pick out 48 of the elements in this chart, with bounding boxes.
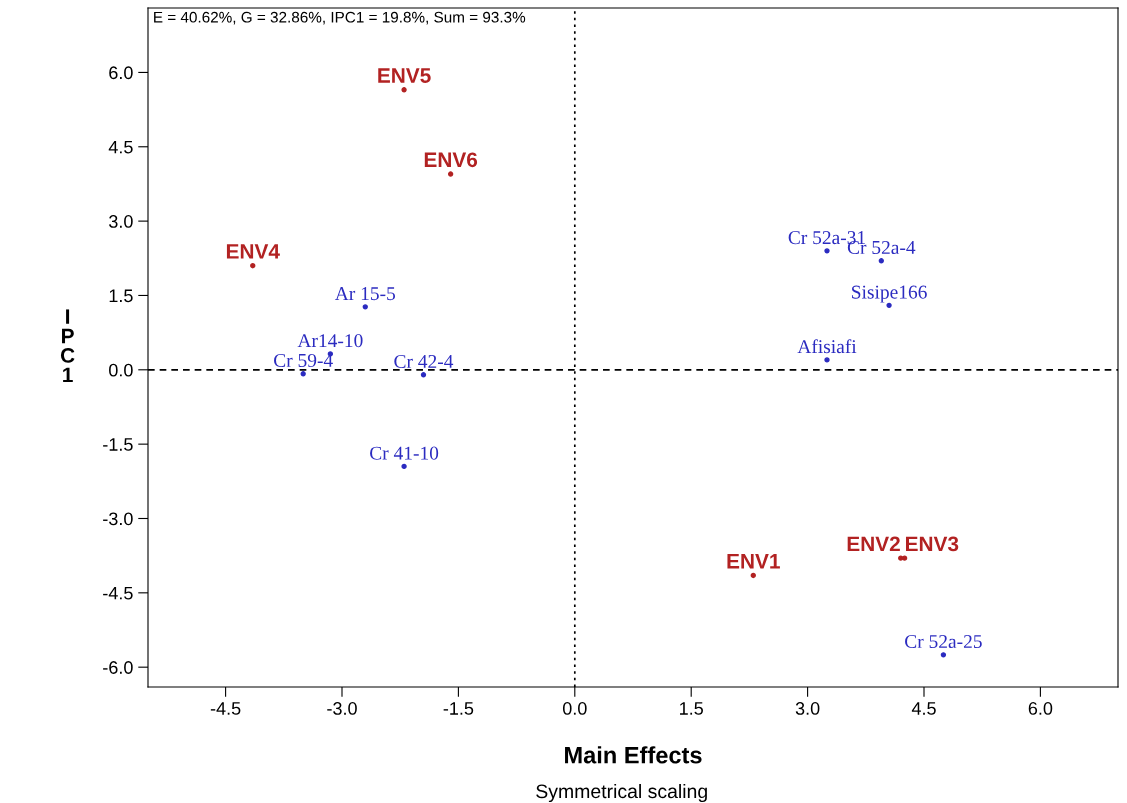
data-label: Sisipe166: [852, 285, 927, 303]
data-label: ENV4: [226, 244, 280, 259]
data-label: Ar14-10: [297, 334, 363, 348]
point: [901, 555, 908, 561]
annotation: E = 40.62%, G = 32.86%, IPC1 = 19.8%, Sum = 93.3%: [154, 11, 526, 25]
text: Symmetrical scaling: [536, 783, 707, 803]
x-tick-label: 6.0: [1028, 702, 1053, 715]
data-label: ENV1: [727, 554, 780, 569]
point: [300, 371, 306, 377]
point: [420, 372, 427, 378]
y-tick-label: -3.0: [103, 512, 133, 526]
x-tick-label: -4.5: [210, 702, 241, 715]
x-tick-label: 0.0: [562, 702, 587, 715]
data-label: ENV5: [378, 68, 431, 83]
data-label: Cr 52a-25: [905, 634, 982, 649]
point: [401, 463, 407, 470]
x-tick-label: -1.5: [443, 702, 474, 715]
x-tick-label: 1.5: [680, 702, 703, 715]
y-tick-label: 3.0: [109, 215, 133, 228]
data-label: ENV3: [905, 536, 959, 552]
data-label: Cr 59-4: [274, 353, 333, 368]
point: [401, 87, 407, 93]
data-label: Ar 15-5: [334, 287, 396, 301]
x-tick-label: 3.0: [795, 702, 820, 715]
x-axis-title: Main Effects: [565, 746, 702, 764]
data-label: Cr 41-10: [370, 446, 439, 460]
y-tick-label: -6.0: [103, 661, 133, 674]
point: [447, 171, 454, 177]
x-tick-label: -3.0: [327, 702, 357, 715]
y-tick-label: 1.5: [109, 289, 133, 303]
point: [250, 263, 256, 269]
y-tick-label: 6.0: [109, 66, 133, 80]
y-tick-label: 0.0: [109, 363, 133, 377]
point: [362, 304, 368, 310]
y-tick-label: -1.5: [103, 438, 133, 451]
point: [824, 357, 830, 363]
y-tick-label: -4.5: [103, 586, 133, 600]
point: [750, 572, 756, 579]
x-tick-label: 4.5: [911, 702, 936, 715]
y-axis-title: IPC1: [60, 309, 75, 383]
point: [824, 248, 830, 254]
point: [940, 652, 947, 658]
data-label: Cr 42-4: [394, 354, 454, 369]
data-label: Afisiafi: [797, 339, 857, 354]
data-label: ENV2: [847, 536, 900, 552]
y-tick-label: 4.5: [108, 140, 133, 154]
data-label: ENV6: [424, 152, 478, 168]
point: [878, 258, 884, 264]
